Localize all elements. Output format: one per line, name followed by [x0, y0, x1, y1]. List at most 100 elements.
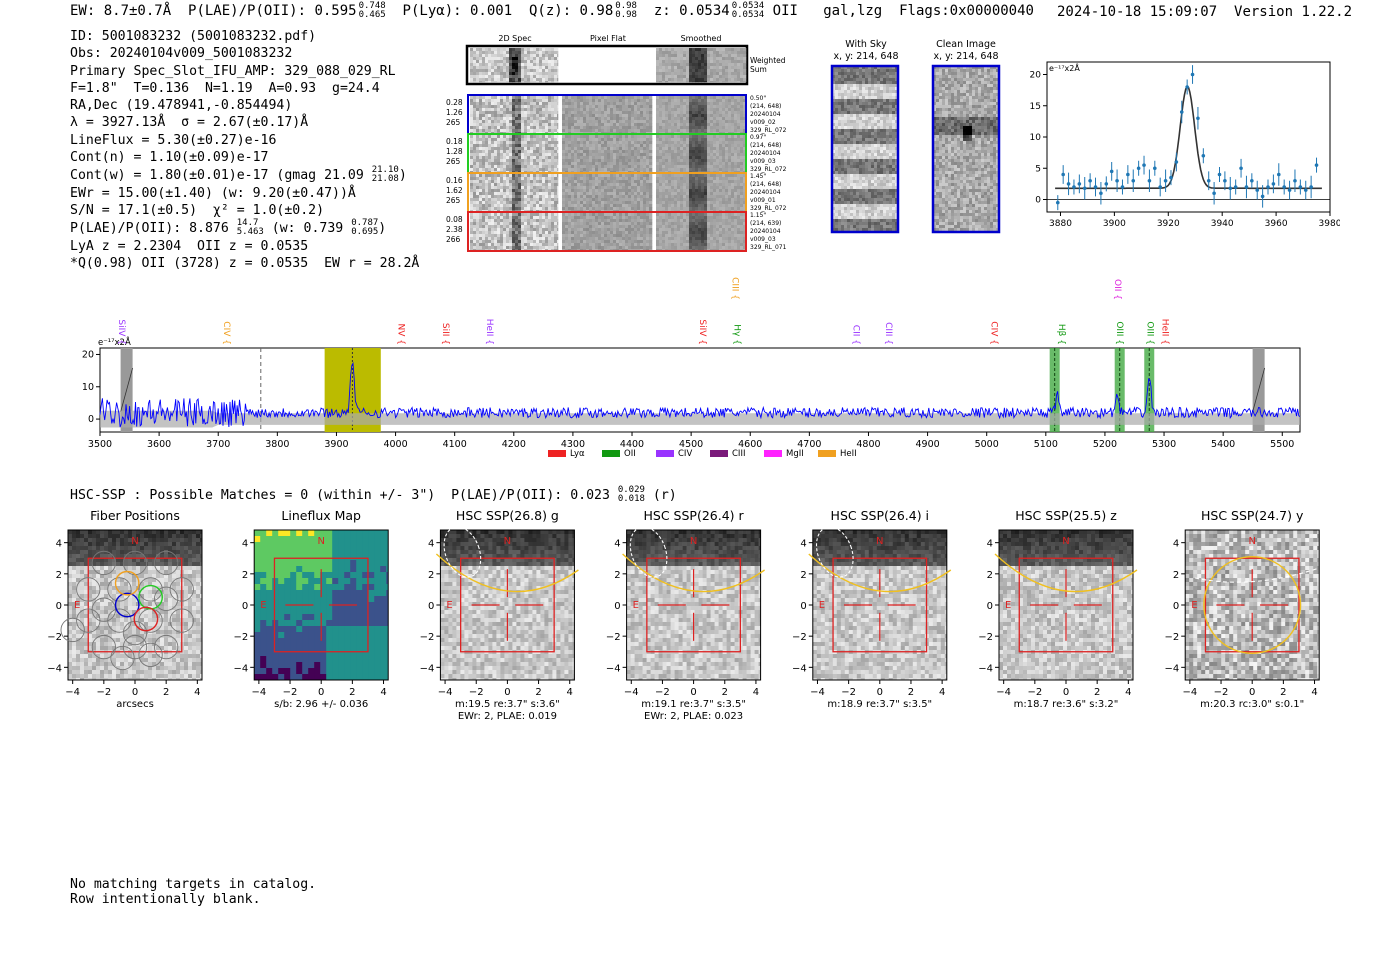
- emission-line-label: Hγ {: [732, 324, 742, 345]
- zoom-data-point: [1163, 178, 1168, 183]
- hsc-imaging-panels: Fiber Positions N E −4 −4 −2 −2 0 0 2 2 4 4 arcsecs Li…: [47, 508, 1320, 722]
- east-label: E: [74, 600, 80, 611]
- z-value: z: 0.0534: [653, 3, 730, 19]
- info-contw: Cont(w) = 1.80(±0.01)e-17 (gmag 21.09 21…: [70, 166, 419, 184]
- fiber-circle-used: [133, 606, 159, 632]
- row-left-label: 265: [446, 157, 461, 166]
- zoom-data-point: [1066, 182, 1071, 186]
- galaxy-ellipse-arc: [622, 553, 766, 593]
- hsc-x-tick-label: 0: [504, 687, 510, 698]
- row-left-label: 2.38: [446, 225, 463, 234]
- legend-label: Lyα: [570, 449, 585, 459]
- north-label: N: [876, 536, 883, 547]
- cutout-header: Pixel Flat: [590, 34, 626, 43]
- z-line: OII: [772, 3, 798, 19]
- row-pixel-flat: [562, 213, 653, 251]
- footer-notes: No matching targets in catalog. Row inte…: [70, 877, 316, 907]
- neighbor-arc: [1195, 567, 1320, 583]
- legend-label: MgII: [786, 449, 804, 459]
- row-right-label: (214, 648): [750, 181, 781, 188]
- qz-value: Q(z): 0.98: [528, 3, 614, 19]
- legend-label: HeII: [840, 449, 857, 459]
- row-right-label: 329_RL_072: [750, 127, 787, 134]
- hsc-y-tick-label: 2: [614, 570, 620, 581]
- zoom-data-point: [1223, 178, 1227, 183]
- weighted-sum-2d: [470, 48, 559, 83]
- spectrum-x-tick-label: 5000: [975, 439, 999, 450]
- hsc-y-tick-label: −4: [978, 663, 993, 674]
- hsc-sup: 0.029: [617, 485, 645, 495]
- spectrum-x-tick-label: 4500: [679, 439, 703, 450]
- hsc-x-tick-label: 0: [690, 687, 696, 698]
- row-right-label: 0.97": [750, 134, 766, 141]
- zoom-data-point: [1309, 185, 1313, 189]
- emission-line-label: HeII {: [484, 319, 494, 345]
- zoom-data-point: [1099, 191, 1103, 196]
- hsc-x-tick-label: −2: [1214, 687, 1229, 698]
- footer-line2: Row intentionally blank.: [70, 892, 261, 907]
- north-label: N: [1062, 536, 1069, 547]
- hsc-panel-g: HSC SSP(26.8) g N E −4 −4 −2 −2 0 0 2 2 4 4 m:19.5 re…: [420, 508, 579, 722]
- row-2d-spec: [470, 213, 559, 251]
- info-fwhm: F=1.8" T=0.136 N=1.19 A=0.93 g=24.4: [70, 80, 380, 96]
- hsc-panel-flux: Lineflux Map N E −4 −4 −2 −2 0 0 2 2 4 4 s/b: 2.96 +/…: [233, 508, 389, 710]
- zoom-data-point: [1077, 182, 1082, 186]
- spectrum-x-tick-label: 4800: [856, 439, 880, 450]
- hsc-panel-title: HSC SSP(24.7) y: [1201, 508, 1304, 523]
- hsc-y-tick-label: 2: [242, 570, 248, 581]
- emission-line-label: SiII {: [440, 323, 450, 345]
- legend-label: OII: [624, 449, 636, 459]
- zoom-y-tick-label: 15: [1030, 102, 1041, 112]
- hsc-y-tick-label: 4: [1173, 539, 1179, 550]
- emission-line-label: SiIV {: [697, 319, 707, 345]
- plae2-sup2: 0.787: [351, 218, 379, 229]
- zoom-x-tick-label: 3920: [1157, 219, 1180, 229]
- plae-value: P(LAE)/P(OII): 0.595: [188, 3, 357, 19]
- row-2d-spec: [470, 174, 559, 212]
- emission-line-label: CIII {: [730, 277, 740, 300]
- row-right-label: v009_02: [750, 119, 776, 126]
- contw-text: Cont(w) = 1.80(±0.01)e-17 (gmag 21.09: [70, 168, 364, 184]
- hsc-caption: m:18.7 re:3.6" s:3.2": [1014, 699, 1119, 710]
- row-smoothed: [656, 135, 747, 173]
- hsc-image: [999, 530, 1134, 681]
- hsc-y-tick-label: −4: [792, 663, 807, 674]
- hsc-title: HSC-SSP : Possible Matches = 0 (within +…: [70, 486, 677, 504]
- east-label: E: [446, 600, 452, 611]
- hsc-y-tick-label: −4: [1164, 663, 1179, 674]
- row-left-label: 1.62: [446, 186, 463, 195]
- fiber-circle: [91, 634, 116, 660]
- hsc-image: [626, 530, 761, 681]
- legend-swatch: [602, 450, 620, 457]
- hsc-panel-z: HSC SSP(25.5) z N E −4 −4 −2 −2 0 0 2 2 4 4 m:18.7 re…: [978, 508, 1138, 710]
- info-lya: LyA z = 2.2304 OII z = 0.0535: [70, 238, 309, 254]
- legend-swatch: [548, 450, 566, 457]
- info-primary: Primary Spec_Slot_IFU_AMP: 329_088_029_R…: [70, 63, 396, 79]
- spectrum-x-tick-label: 4000: [383, 439, 407, 450]
- hsc-caption: m:19.1 re:3.7" s:3.5": [641, 699, 746, 710]
- zoom-data-point: [1147, 178, 1152, 183]
- zoom-data-point: [1072, 185, 1076, 189]
- contw-close: ): [398, 168, 407, 184]
- hsc-y-tick-label: 2: [1173, 570, 1179, 581]
- legend-swatch: [818, 450, 836, 457]
- zoom-data-point: [1179, 110, 1184, 114]
- north-label: N: [1248, 536, 1255, 547]
- spectrum-y-tick-label: 20: [82, 349, 94, 360]
- info-q: *Q(0.98) OII (3728) z = 0.0535 EW r = 28…: [70, 255, 420, 271]
- legend-label: CIII: [732, 449, 745, 459]
- hsc-y-tick-label: 0: [987, 601, 993, 612]
- masked-hatch: [120, 367, 133, 413]
- weighted-sum-smoothed: [656, 48, 747, 83]
- galaxy-ellipse-arc: [994, 553, 1138, 593]
- east-label: E: [1191, 600, 1197, 611]
- contw-sub: 21.08: [371, 174, 399, 185]
- legend-swatch: [656, 450, 674, 457]
- plae2-text: P(LAE)/P(OII): 8.876: [70, 221, 229, 237]
- zoom-data-point: [1206, 178, 1211, 183]
- zoom-x-tick-label: 3880: [1049, 219, 1072, 229]
- spectrum-x-tick-label: 4100: [443, 439, 467, 450]
- with-sky-image: [832, 66, 899, 233]
- spectrum-x-tick-label: 3500: [88, 439, 112, 450]
- east-label: E: [819, 600, 825, 611]
